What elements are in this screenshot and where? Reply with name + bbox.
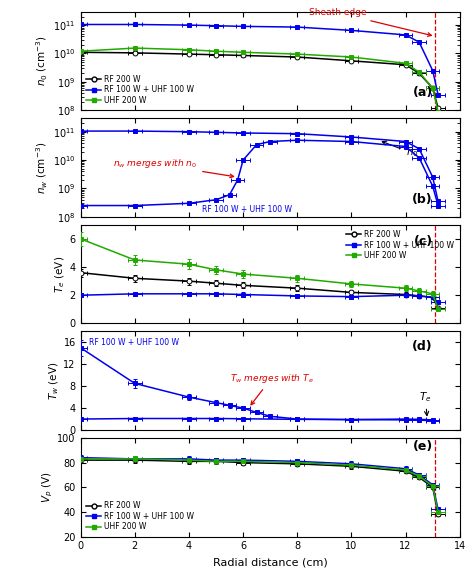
Y-axis label: $T_e\ \mathrm{(eV)}$: $T_e\ \mathrm{(eV)}$ bbox=[53, 256, 67, 293]
X-axis label: Radial distance (cm): Radial distance (cm) bbox=[213, 557, 328, 567]
Text: (d): (d) bbox=[412, 339, 433, 353]
Text: Sheath edge: Sheath edge bbox=[309, 8, 431, 36]
Text: $T_w$ merges with $T_e$: $T_w$ merges with $T_e$ bbox=[229, 372, 313, 405]
Legend: RF 200 W, RF 100 W + UHF 100 W, UHF 200 W: RF 200 W, RF 100 W + UHF 100 W, UHF 200 … bbox=[345, 228, 456, 261]
Y-axis label: $n_0\ \mathrm{(cm^{-3})}$: $n_0\ \mathrm{(cm^{-3})}$ bbox=[35, 35, 50, 87]
Legend: RF 200 W, RF 100 W + UHF 100 W, UHF 200 W: RF 200 W, RF 100 W + UHF 100 W, UHF 200 … bbox=[84, 73, 196, 106]
Y-axis label: $n_w\ \mathrm{(cm^{-3})}$: $n_w\ \mathrm{(cm^{-3})}$ bbox=[35, 141, 50, 194]
Text: (e): (e) bbox=[412, 440, 433, 454]
Text: RF 100 W + UHF 100 W: RF 100 W + UHF 100 W bbox=[89, 338, 179, 347]
Legend: RF 200 W, RF 100 W + UHF 100 W, UHF 200 W: RF 200 W, RF 100 W + UHF 100 W, UHF 200 … bbox=[84, 500, 196, 533]
Text: (c): (c) bbox=[414, 235, 433, 248]
Text: RF 100 W + UHF 100 W: RF 100 W + UHF 100 W bbox=[202, 205, 292, 214]
Text: $n_0$: $n_0$ bbox=[382, 141, 419, 159]
Y-axis label: $T_w\ \mathrm{(eV)}$: $T_w\ \mathrm{(eV)}$ bbox=[47, 361, 61, 400]
Y-axis label: $V_p\ \mathrm{(V)}$: $V_p\ \mathrm{(V)}$ bbox=[40, 471, 55, 503]
Text: $n_w$ merges with $n_0$: $n_w$ merges with $n_0$ bbox=[113, 158, 234, 178]
Text: (a): (a) bbox=[412, 86, 433, 99]
Text: (b): (b) bbox=[412, 193, 433, 205]
Text: $T_e$: $T_e$ bbox=[419, 390, 432, 415]
